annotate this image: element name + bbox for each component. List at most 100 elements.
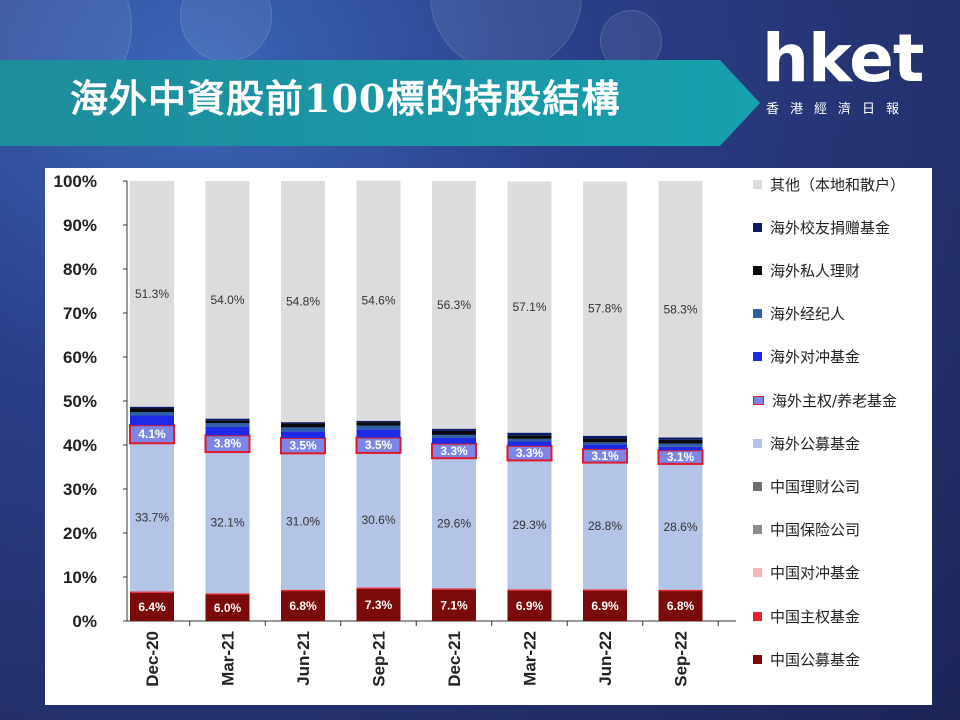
legend-label: 中国对冲基金 [770, 564, 861, 583]
bar-segment [130, 406, 174, 409]
legend-item: 海外公募基金 [753, 433, 860, 453]
data-label: 29.6% [437, 516, 471, 530]
data-label: 3.1% [591, 449, 619, 463]
hket-logo-subtitle: 香港經濟日報 [766, 102, 911, 117]
legend-swatch [753, 438, 762, 448]
bar-segment [583, 435, 627, 439]
y-tick-label: 30% [63, 480, 97, 499]
data-label: 54.0% [210, 293, 244, 307]
legend-item: 中国主权基金 [753, 606, 860, 626]
bar-segment [432, 588, 476, 590]
bar-segment [204, 434, 251, 454]
x-tick-label: Mar-21 [219, 631, 238, 686]
data-label: 30.6% [361, 513, 395, 527]
legend-swatch [753, 222, 762, 232]
bar-segment [583, 462, 627, 590]
legend-label: 海外经纪人 [770, 305, 846, 324]
bar-segment [507, 435, 552, 439]
bar-segment [583, 589, 627, 591]
legend-label: 其他（本地和散户） [770, 175, 906, 194]
y-tick-label: 80% [63, 260, 97, 279]
data-label: 6.9% [591, 599, 619, 613]
data-label: 33.7% [135, 510, 169, 524]
data-label: 32.1% [210, 516, 244, 530]
legend-item: 中国公募基金 [753, 649, 860, 669]
bar-segment [281, 181, 325, 423]
bar-segment [507, 438, 552, 442]
x-tick-label: Sep-22 [672, 631, 691, 687]
bar-segment [507, 441, 552, 446]
legend-swatch [753, 265, 762, 275]
bar-segment [583, 444, 627, 449]
title-banner [0, 60, 760, 146]
bar-segment [583, 181, 627, 436]
y-tick-label: 60% [63, 348, 97, 367]
x-tick-label: Jun-22 [596, 631, 615, 686]
legend-label: 中国保险公司 [770, 521, 861, 540]
bar-segment [658, 439, 703, 444]
bar-segment [281, 422, 325, 424]
bar-segment [356, 425, 401, 430]
bar-segment [356, 452, 401, 588]
y-tick-label: 50% [63, 392, 97, 411]
y-tick-label: 90% [63, 216, 97, 235]
data-label: 57.8% [588, 302, 622, 316]
y-tick-label: 10% [63, 568, 97, 587]
data-label: 28.8% [588, 519, 622, 533]
data-label: 56.3% [437, 298, 471, 312]
bar-segment [356, 588, 401, 621]
y-tick-label: 0% [72, 612, 97, 631]
x-tick-label: Dec-20 [143, 631, 162, 687]
bar-segment [507, 460, 552, 590]
y-tick-label: 100% [54, 172, 97, 191]
data-label: 3.1% [667, 450, 695, 464]
legend-swatch [753, 611, 762, 621]
data-label: 3.3% [516, 446, 544, 460]
bar-segment [583, 590, 627, 621]
data-label: 3.8% [214, 437, 242, 451]
legend-swatch [753, 568, 762, 578]
data-label: 7.3% [365, 598, 393, 612]
bar-segment [356, 180, 401, 421]
bar-segment [281, 453, 325, 590]
legend-item: 中国对冲基金 [753, 563, 860, 583]
bar-segment [432, 437, 476, 444]
y-tick-label: 20% [63, 524, 97, 543]
x-tick-label: Jun-21 [294, 631, 313, 686]
data-label: 54.8% [286, 295, 320, 309]
legend-item: 海外校友捐赠基金 [753, 217, 890, 237]
legend-label: 海外私人理财 [770, 261, 861, 280]
bar-segment [205, 418, 250, 421]
legend-label: 中国主权基金 [770, 607, 861, 626]
data-label: 54.6% [361, 294, 395, 308]
bar-segment [130, 415, 174, 426]
bar-segment [583, 442, 627, 445]
legend-swatch [753, 395, 764, 405]
data-label: 6.8% [289, 599, 317, 613]
data-label: 28.6% [663, 520, 697, 534]
bar-segment [432, 434, 476, 438]
bar-segment [507, 590, 552, 621]
legend-label: 海外对冲基金 [770, 348, 861, 367]
background-bubble [180, 0, 272, 62]
bar-segment [432, 458, 476, 589]
bar-segment [356, 422, 401, 426]
bar-segment [205, 420, 250, 423]
legend-swatch [753, 654, 762, 664]
data-label: 6.4% [138, 600, 166, 614]
bar-segment [205, 426, 250, 436]
bar-segment [356, 420, 401, 423]
stacked-bar-chart: 0% 10% 20% 30% 40% 50% 60% 70% 80% 90% 100% 6.4% 33.… [54, 172, 736, 687]
bar-segment [432, 430, 476, 435]
x-tick-label: Mar-22 [521, 631, 540, 686]
data-label: 3.5% [365, 438, 393, 452]
bar-segment [205, 452, 250, 594]
bar-segment [658, 181, 703, 438]
data-label: 58.3% [663, 302, 697, 316]
data-label: 29.3% [512, 518, 546, 532]
bar-segment [658, 437, 703, 440]
data-label: 7.1% [440, 598, 468, 612]
bar-segment [281, 427, 325, 432]
legend-swatch [753, 352, 762, 362]
bar-segment [281, 589, 325, 592]
